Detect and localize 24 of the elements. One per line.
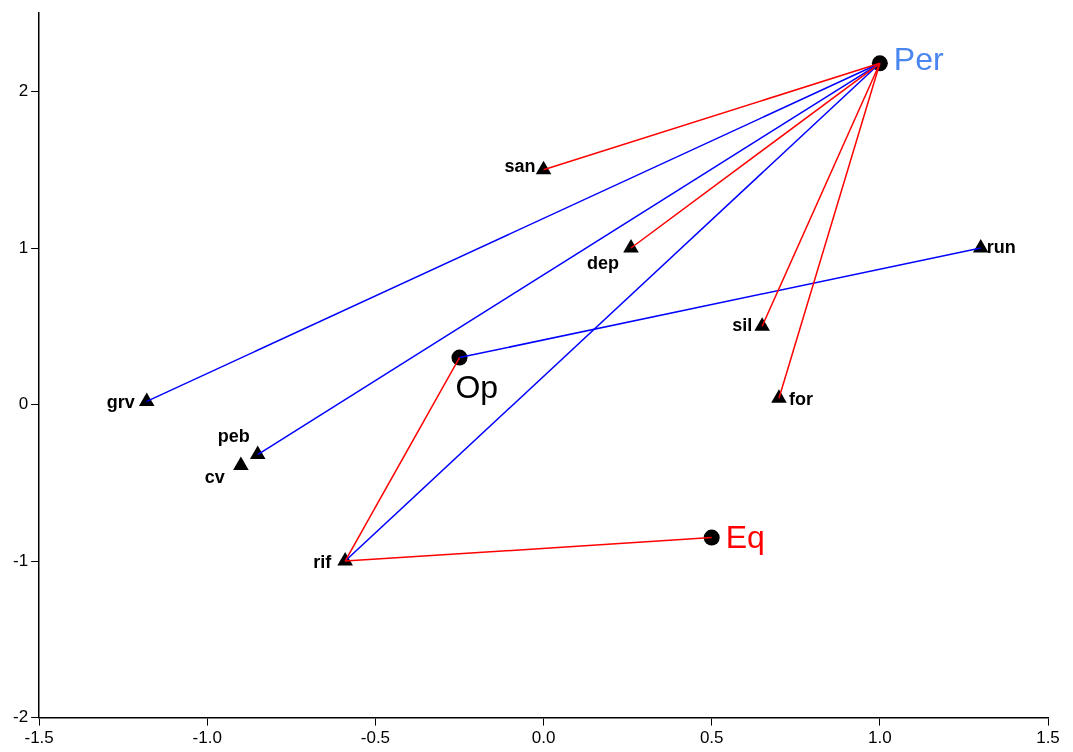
annotation: Op xyxy=(455,369,499,406)
annotation: Eq xyxy=(725,519,765,556)
annotation: grv xyxy=(106,392,135,413)
x-tick-label: -1.0 xyxy=(192,728,222,748)
x-tick-label: 1.0 xyxy=(868,728,892,748)
annotation: sil xyxy=(732,315,753,336)
y-tick-label: 2 xyxy=(18,81,29,101)
annotation: Per xyxy=(893,41,944,78)
annotation: for xyxy=(788,389,813,410)
x-tick-label: -0.5 xyxy=(360,728,391,748)
y-tick-label: 1 xyxy=(18,237,29,257)
x-tick-label: -1.5 xyxy=(24,728,54,748)
y-tick-label: 0 xyxy=(18,394,29,414)
annotation: run xyxy=(986,236,1016,257)
annotation: peb xyxy=(217,425,250,446)
y-tick-label: -1 xyxy=(12,550,29,570)
x-tick-label: 1.5 xyxy=(1036,728,1060,748)
annotation: rif xyxy=(313,552,333,573)
annotation: cv xyxy=(204,466,225,487)
annotation: dep xyxy=(586,252,619,273)
y-tick-label: -2 xyxy=(12,707,29,727)
x-tick-label: 0.0 xyxy=(531,728,556,748)
annotation: san xyxy=(504,155,536,176)
x-tick-label: 0.5 xyxy=(699,728,724,748)
